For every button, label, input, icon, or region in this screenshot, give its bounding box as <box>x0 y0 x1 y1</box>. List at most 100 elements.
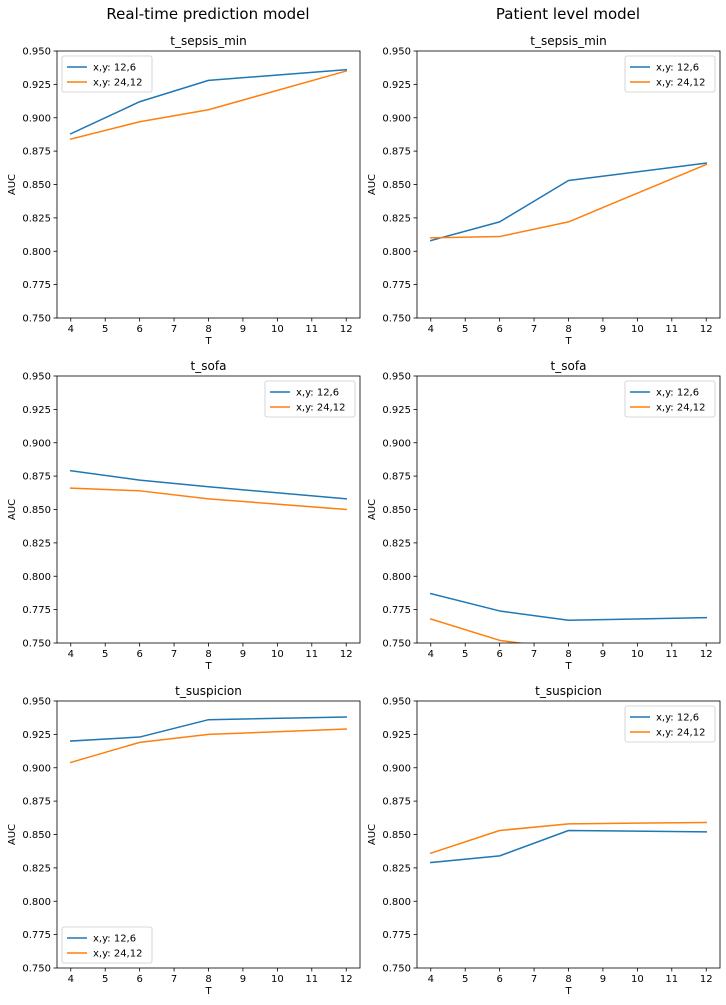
x-tick-label: 10 <box>631 649 644 660</box>
x-tick-label: 8 <box>565 974 571 985</box>
series-line-1 <box>429 829 707 864</box>
x-tick-label: 11 <box>305 974 318 985</box>
x-tick-label: 6 <box>136 649 142 660</box>
legend-box <box>61 55 153 93</box>
subplot-title: t_sofa <box>551 359 587 373</box>
y-tick-label: 0.825 <box>22 213 51 224</box>
x-tick-label: 11 <box>665 324 678 335</box>
subplot-title: t_sepsis_min <box>530 34 606 48</box>
series-line-1 <box>69 469 348 500</box>
y-axis-label: AUC <box>367 174 378 195</box>
x-tick-label: 12 <box>340 974 353 985</box>
subplot-2: t_sepsis_min 4 5 6 7 8 9 10 11 12 0.750 0.775 0.800 0… <box>367 34 721 347</box>
x-tick-label: 10 <box>631 974 644 985</box>
x-tick-label: 4 <box>68 324 74 335</box>
x-tick-label: 6 <box>496 649 502 660</box>
y-tick-label: 0.775 <box>382 930 411 941</box>
x-tick-label: 10 <box>271 649 284 660</box>
y-tick-label: 0.750 <box>22 639 51 650</box>
x-tick-label: 4 <box>428 324 434 335</box>
y-tick-label: 0.750 <box>382 639 411 650</box>
y-tick-label: 0.925 <box>382 730 411 741</box>
x-tick-label: 11 <box>305 324 318 335</box>
series-line-2 <box>429 618 525 643</box>
legend-box <box>61 926 153 964</box>
x-tick-label: 9 <box>600 324 606 335</box>
y-tick-label: 0.875 <box>382 797 411 808</box>
y-tick-label: 0.900 <box>22 113 51 124</box>
subplot-title: t_sepsis_min <box>170 34 246 48</box>
y-tick-label: 0.950 <box>382 372 411 383</box>
x-tick-label: 10 <box>631 324 644 335</box>
y-tick-label: 0.875 <box>382 472 411 483</box>
x-tick-label: 4 <box>428 974 434 985</box>
x-tick-label: 5 <box>102 324 108 335</box>
subplot-3: t_sofa 4 5 6 7 8 9 10 11 12 0.750 0.775 0.800 0.825 0.… <box>7 359 361 672</box>
x-tick-label: 6 <box>496 974 502 985</box>
y-tick-label: 0.950 <box>382 47 411 58</box>
y-tick-label: 0.775 <box>382 280 411 291</box>
y-tick-label: 0.850 <box>22 830 51 841</box>
series-group <box>69 716 348 764</box>
y-axis-label: AUC <box>367 499 378 520</box>
x-tick-label: 5 <box>462 324 468 335</box>
y-tick-label: 0.900 <box>382 763 411 774</box>
y-tick-label: 0.925 <box>22 405 51 416</box>
legend-label-1: x,y: 12,6 <box>656 388 699 399</box>
x-tick-label: 10 <box>271 324 284 335</box>
legend-label-1: x,y: 12,6 <box>656 63 699 74</box>
series-group <box>429 162 708 242</box>
legend-label-1: x,y: 12,6 <box>656 713 699 724</box>
series-line-1 <box>69 716 347 742</box>
x-tick-label: 9 <box>240 649 246 660</box>
y-tick-label: 0.850 <box>382 505 411 516</box>
subplot-title: t_suspicion <box>535 684 602 698</box>
y-tick-label: 0.800 <box>22 572 51 583</box>
x-axis-label: T <box>564 661 572 672</box>
y-axis-label: AUC <box>367 824 378 845</box>
subplot-title: t_sofa <box>191 359 227 373</box>
y-tick-label: 0.800 <box>22 247 51 258</box>
legend-label-2: x,y: 24,12 <box>296 403 345 414</box>
x-tick-label: 4 <box>68 974 74 985</box>
y-tick-label: 0.850 <box>382 180 411 191</box>
x-tick-label: 12 <box>700 974 713 985</box>
y-tick-label: 0.925 <box>22 730 51 741</box>
x-axis-label: T <box>204 336 212 347</box>
y-tick-label: 0.950 <box>22 47 51 58</box>
x-tick-label: 5 <box>462 649 468 660</box>
x-tick-label: 12 <box>700 324 713 335</box>
x-tick-label: 8 <box>205 974 211 985</box>
x-tick-label: 10 <box>271 974 284 985</box>
y-tick-label: 0.875 <box>22 147 51 158</box>
series-line-1 <box>69 68 348 135</box>
subplot-4: t_sofa 4 5 6 7 8 9 10 11 12 0.750 0.775 0.800 0.825 0.… <box>367 359 721 672</box>
legend: x,y: 12,6 x,y: 24,12 <box>624 55 716 93</box>
series-line-2 <box>69 728 348 764</box>
y-tick-label: 0.800 <box>22 897 51 908</box>
y-tick-label: 0.775 <box>22 280 51 291</box>
x-axis-label: T <box>564 336 572 347</box>
y-tick-label: 0.950 <box>22 372 51 383</box>
y-tick-label: 0.900 <box>382 113 411 124</box>
y-tick-label: 0.825 <box>382 863 411 874</box>
y-axis-label: AUC <box>7 824 18 845</box>
legend-label-2: x,y: 24,12 <box>656 403 705 414</box>
x-tick-label: 9 <box>600 649 606 660</box>
x-tick-label: 5 <box>462 974 468 985</box>
x-tick-label: 8 <box>205 649 211 660</box>
subplot-1: t_sepsis_min 4 5 6 7 8 9 10 11 12 0.750 0.775 0.800 0… <box>7 34 361 347</box>
legend: x,y: 12,6 x,y: 24,12 <box>264 380 356 418</box>
x-tick-label: 7 <box>531 649 537 660</box>
legend-label-2: x,y: 24,12 <box>93 949 142 960</box>
y-tick-label: 0.925 <box>382 80 411 91</box>
x-tick-label: 7 <box>171 649 177 660</box>
legend-box <box>624 55 716 93</box>
series-line-2 <box>69 70 348 141</box>
subplot-title: t_suspicion <box>175 684 242 698</box>
y-tick-label: 0.750 <box>382 964 411 975</box>
y-tick-label: 0.950 <box>22 697 51 708</box>
y-tick-label: 0.825 <box>382 538 411 549</box>
series-line-2 <box>429 821 707 855</box>
